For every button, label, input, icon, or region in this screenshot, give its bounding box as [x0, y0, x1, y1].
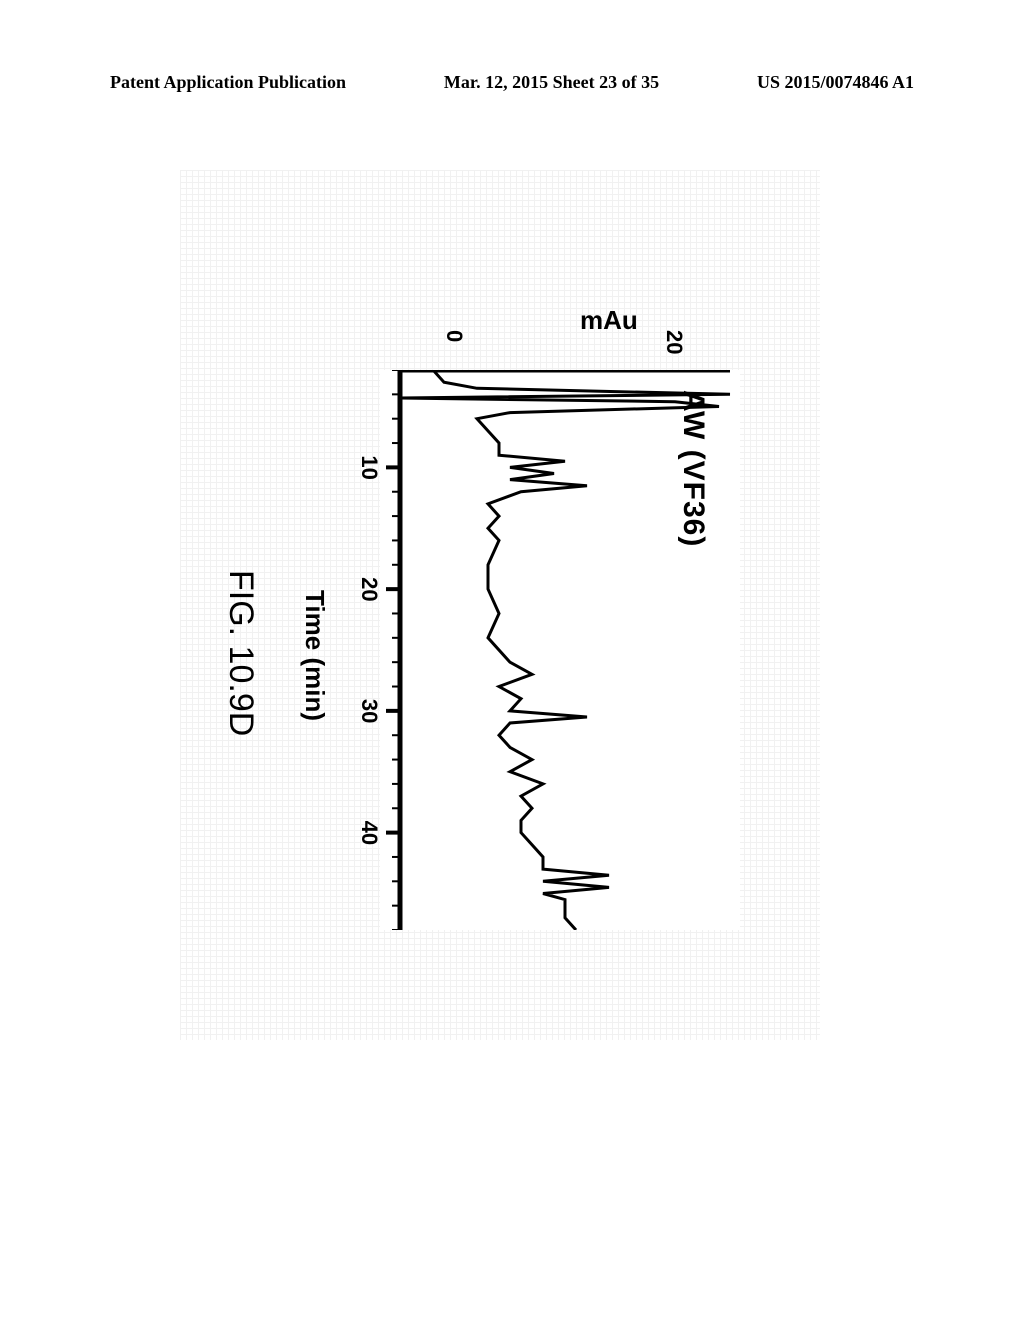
header-right: US 2015/0074846 A1 [757, 72, 914, 93]
x-tick-label: 10 [356, 455, 382, 479]
y-tick-label: 0 [441, 330, 467, 342]
x-tick-label: 40 [356, 821, 382, 845]
figure-area: AW (VF36) mAu Time (min) FIG. 10.9D 10 20… [180, 170, 820, 1040]
x-tick-label: 30 [356, 699, 382, 723]
x-tick-label: 20 [356, 577, 382, 601]
y-axis-label: mAu [580, 305, 638, 336]
header-center: Mar. 12, 2015 Sheet 23 of 35 [444, 72, 659, 93]
y-tick-label: 20 [661, 330, 687, 354]
header-left: Patent Application Publication [110, 72, 346, 93]
plot-title: AW (VF36) [676, 390, 710, 547]
figure-caption: FIG. 10.9D [221, 570, 260, 736]
x-axis-label: Time (min) [299, 590, 330, 721]
page-header: Patent Application Publication Mar. 12, … [110, 72, 914, 93]
figure-rotated-frame: AW (VF36) mAu Time (min) FIG. 10.9D 10 20… [180, 170, 820, 1040]
